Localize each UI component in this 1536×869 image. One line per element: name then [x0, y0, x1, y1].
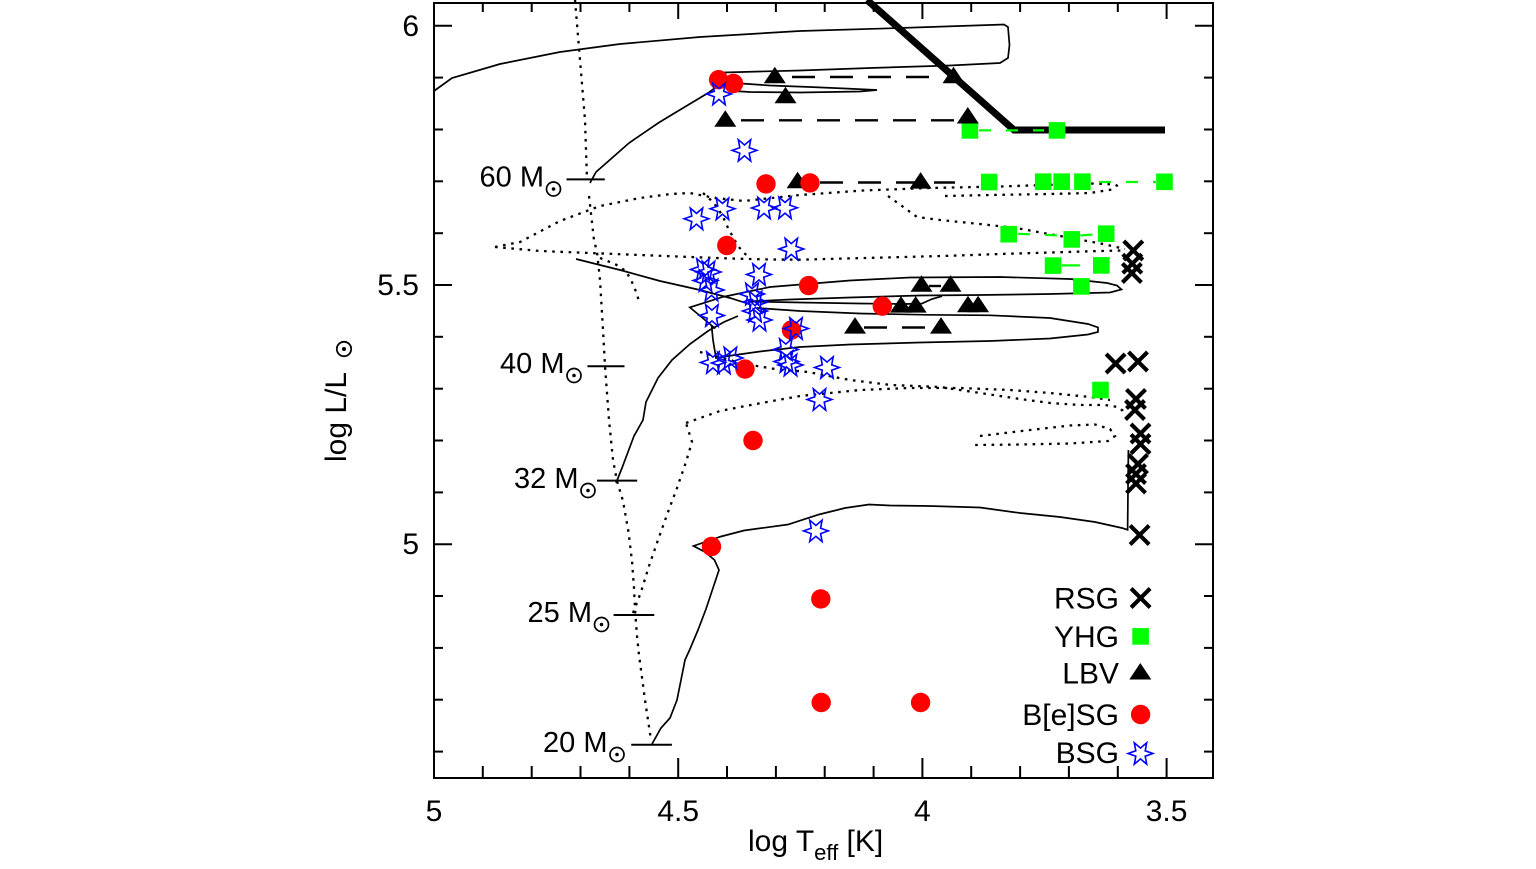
svg-text:RSG: RSG	[1054, 583, 1119, 616]
svg-text:5.5: 5.5	[377, 269, 419, 302]
svg-text:B[e]SG: B[e]SG	[1022, 699, 1119, 732]
svg-text:YHG: YHG	[1054, 621, 1119, 654]
svg-text:20 M: 20 M	[543, 727, 607, 759]
svg-text:32 M: 32 M	[514, 463, 578, 495]
svg-text:40 M: 40 M	[500, 348, 564, 380]
svg-text:4.5: 4.5	[657, 795, 699, 828]
svg-text:4: 4	[914, 795, 931, 828]
svg-text:3.5: 3.5	[1146, 795, 1188, 828]
svg-text:BSG: BSG	[1056, 737, 1119, 770]
svg-text:25 M: 25 M	[528, 597, 592, 629]
svg-text:5: 5	[426, 795, 443, 828]
svg-text:LBV: LBV	[1062, 658, 1119, 691]
svg-text:6: 6	[402, 10, 419, 43]
svg-text:60 M: 60 M	[480, 162, 544, 194]
svg-text:5: 5	[402, 528, 419, 561]
svg-text:log L/L: log L/L	[320, 372, 353, 462]
